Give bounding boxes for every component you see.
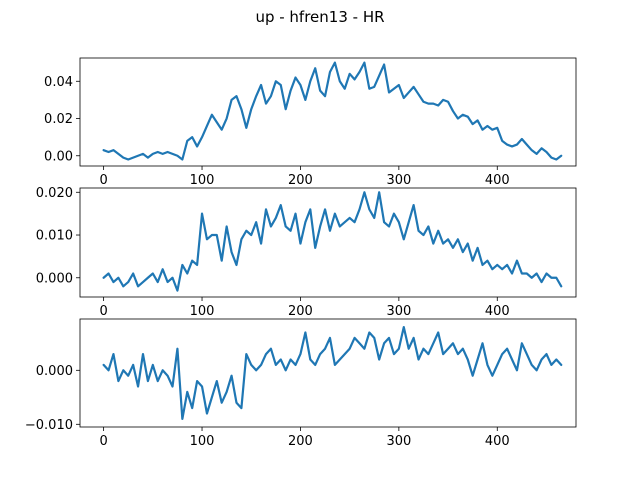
series-line-3-1 — [102, 326, 563, 420]
subplot-1: 0 100 200 300 400 0.00 0.02 0.04 — [44, 57, 577, 188]
x-tick-label-3-2: 200 — [288, 434, 313, 449]
axes-frame-2 — [79, 187, 577, 298]
x-tick-label-1-3: 300 — [386, 173, 411, 188]
subplots: 0 100 200 300 400 0.00 0.02 0.04 0 100 200 300 400 0.… — [25, 57, 577, 449]
x-tick-label-1-2: 200 — [288, 173, 313, 188]
y-tick-label-3-1: −0.010 — [25, 418, 73, 433]
axes-frame-1 — [79, 57, 577, 167]
x-tick-label-2-4: 400 — [485, 304, 510, 319]
y-tick-label-1-1: 0.02 — [44, 112, 73, 127]
figure-title: up - hfren13 - HR — [255, 8, 384, 26]
y-tick-label-2-0: 0.000 — [36, 271, 73, 286]
x-tick-label-3-4: 400 — [485, 434, 510, 449]
series-line-2-1 — [102, 191, 563, 292]
x-tick-label-2-1: 100 — [190, 304, 215, 319]
x-tick-label-2-3: 300 — [386, 304, 411, 319]
y-tick-label-2-2: 0.020 — [36, 186, 73, 201]
x-tick-label-1-4: 400 — [485, 173, 510, 188]
x-tick-label-3-1: 100 — [190, 434, 215, 449]
subplot-3: 0 100 200 300 400 0.000 −0.010 — [25, 318, 577, 449]
y-tick-label-3-0: 0.000 — [36, 364, 73, 379]
x-tick-label-3-0: 0 — [99, 434, 107, 449]
x-tick-label-1-1: 100 — [190, 173, 215, 188]
axes-frame-3 — [79, 318, 577, 428]
y-tick-label-1-0: 0.00 — [44, 149, 73, 164]
x-tick-label-2-2: 200 — [288, 304, 313, 319]
x-tick-label-2-0: 0 — [99, 304, 107, 319]
subplot-2: 0 100 200 300 400 0.000 0.010 0.020 — [36, 186, 577, 319]
y-tick-label-1-2: 0.04 — [44, 75, 73, 90]
y-tick-label-2-1: 0.010 — [36, 229, 73, 244]
x-tick-label-3-3: 300 — [386, 434, 411, 449]
x-tick-label-1-0: 0 — [99, 173, 107, 188]
series-line-1-1 — [102, 61, 563, 161]
